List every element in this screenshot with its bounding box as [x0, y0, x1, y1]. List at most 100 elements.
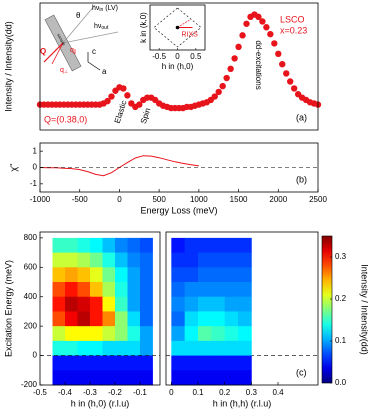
heat-cell [171, 282, 186, 298]
hv-out: hνout [94, 23, 109, 31]
heat-cell [198, 237, 212, 253]
theta: θ [76, 11, 81, 20]
heat-cell [77, 282, 91, 298]
sample-label: sample [56, 33, 67, 47]
y-tick-label: -200 [21, 380, 38, 389]
geometry-sketch: θ hνin (LV) hνout Q q∥ q⊥ c a sample [40, 4, 119, 76]
y-tick-label: 0 [33, 351, 38, 360]
heat-cell [127, 252, 141, 268]
heat-cell [211, 237, 226, 253]
heat-cell [140, 267, 153, 283]
heat-cell [238, 355, 252, 371]
heat-cell [224, 267, 239, 283]
heat-cell [224, 326, 239, 342]
inset-tick-label: -0.5 [152, 52, 166, 61]
inset-tick-label: 0.5 [190, 52, 202, 61]
data-point [279, 60, 286, 68]
heat-cell [127, 355, 141, 371]
heat-cell [115, 370, 128, 386]
heat-cell [115, 252, 128, 268]
heat-cell [198, 355, 212, 371]
plot-frame [39, 2, 319, 131]
heat-cell [77, 340, 91, 356]
x-tick-label: -500 [72, 195, 89, 204]
heat-cell [77, 296, 91, 312]
heat-cell [52, 340, 66, 356]
heat-cell [184, 370, 199, 386]
heat-cell [171, 370, 186, 386]
heat-cell [102, 252, 116, 268]
heat-cell [238, 340, 252, 356]
q-main: q [60, 67, 64, 74]
heat-cell [115, 326, 128, 342]
heat-cell [238, 326, 252, 342]
heat-cell [184, 311, 199, 327]
heat-cell [127, 311, 141, 327]
data-point [287, 78, 294, 85]
heat-cell [224, 340, 239, 356]
data-point [283, 70, 290, 77]
heat-cell [90, 370, 103, 386]
heat-cell [77, 355, 91, 371]
heat-cell [171, 311, 186, 327]
heat-cell [115, 296, 128, 312]
heat-cell [127, 340, 141, 356]
data-point [120, 85, 127, 92]
zone-boundary [153, 7, 202, 48]
heat-cell [211, 326, 226, 342]
heat-cell [238, 370, 252, 386]
inset-xlabel: h in (h,0) [162, 62, 194, 71]
heat-cell [90, 252, 103, 268]
heat-cell [90, 355, 103, 371]
panel: -1000 -500 0 500 1000 1500 2000 2500 -1 0 1 Energy … [8, 142, 327, 215]
heat-cell [184, 296, 199, 312]
heat-cell [224, 237, 239, 253]
heat-cell [140, 355, 153, 371]
panel: -0.5 -0.4 -0.3 -0.2 -0.1 -200 0 200 400 600 800 h i… [3, 231, 370, 408]
heat-cell [238, 267, 252, 283]
data-point [275, 50, 282, 57]
annot: Elastic [113, 99, 129, 124]
heat-cell [77, 326, 91, 342]
hv-in: hνin (LV) [92, 5, 118, 13]
hv-main: hν [94, 23, 102, 30]
data-point [235, 43, 242, 51]
y-tick-label: 400 [24, 292, 38, 301]
heat-cell [90, 326, 103, 342]
heat-cell [140, 237, 153, 253]
cbar-tick-label: 0.1 [335, 336, 347, 345]
inset-annot: RIXS [182, 31, 199, 38]
heat-cell [140, 326, 153, 342]
heat-cell [77, 267, 91, 283]
heat-cell [52, 326, 66, 342]
heat-cell [52, 282, 66, 298]
heat-cell [198, 311, 212, 327]
heat-cell [115, 267, 128, 283]
heat-cell [90, 296, 103, 312]
x-axis-label: Energy Loss (meV) [140, 205, 217, 215]
heat-cell [224, 296, 239, 312]
heat-cell [52, 296, 66, 312]
heat-cell [102, 326, 116, 342]
y-tick-label: -1 [30, 179, 38, 188]
heat-cell [211, 267, 226, 283]
heat-cell [77, 311, 91, 327]
data-point [259, 18, 266, 25]
y-tick-label: 200 [24, 321, 38, 330]
panel-label: (b) [296, 174, 307, 184]
colorbar [321, 235, 333, 384]
heat-cell [102, 370, 116, 386]
panel-label: (a) [296, 112, 307, 122]
heat-cell [115, 311, 128, 327]
heat-cell [127, 237, 141, 253]
heat-cell [65, 252, 78, 268]
heat-cell [102, 267, 116, 283]
x-tick-label: 2000 [269, 195, 287, 204]
origin-dot [175, 25, 180, 30]
x-tick-label: 0 [169, 388, 174, 397]
cbar-tick-label: 0.0 [335, 378, 347, 387]
heat-cell [184, 267, 199, 283]
x-tick-label: 0.1 [192, 388, 204, 397]
heat-cell [224, 370, 239, 386]
